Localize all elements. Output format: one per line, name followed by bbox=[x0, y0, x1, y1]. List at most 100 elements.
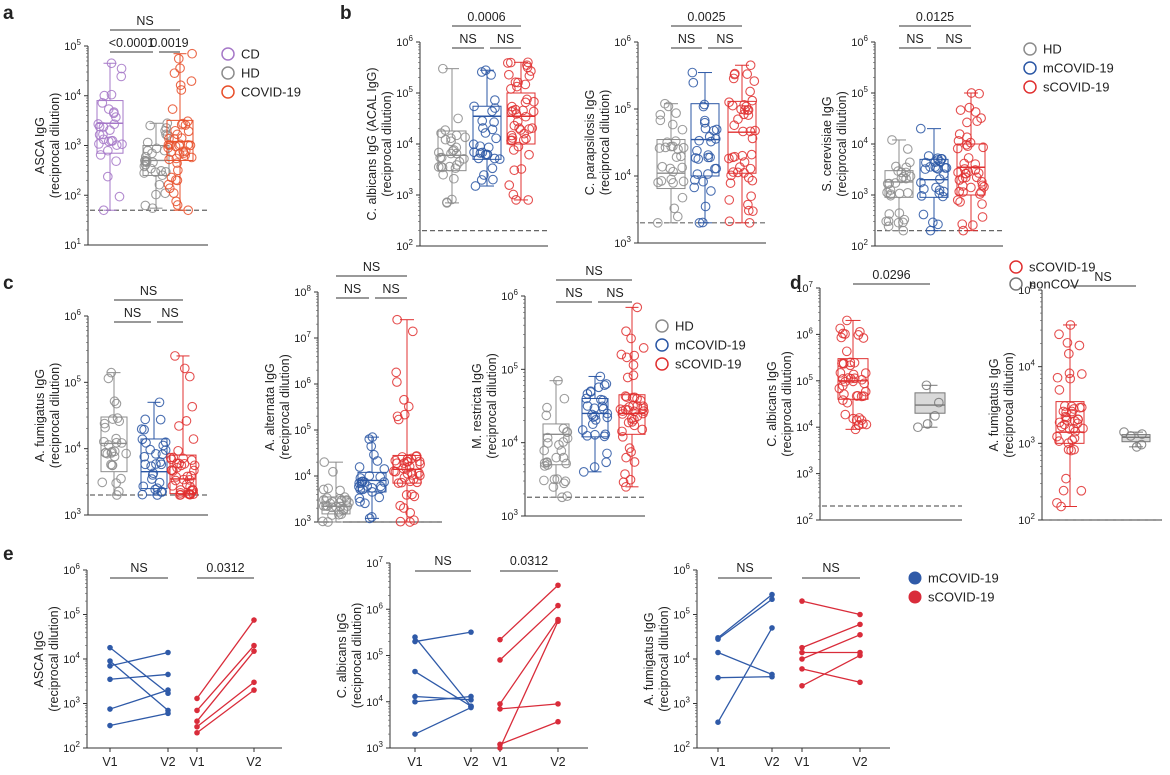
data-point bbox=[520, 79, 531, 90]
data-point bbox=[182, 471, 193, 482]
data-point bbox=[962, 132, 972, 143]
point-v2 bbox=[468, 629, 474, 635]
point-v1 bbox=[715, 719, 721, 725]
p-value-label: NS bbox=[459, 32, 476, 46]
p-value-label: 0.0019 bbox=[150, 36, 188, 50]
point-v2 bbox=[165, 671, 171, 678]
data-point bbox=[1131, 441, 1142, 452]
data-point bbox=[930, 410, 940, 421]
data-point bbox=[1076, 485, 1087, 496]
box-mCOVID-19 bbox=[136, 397, 171, 500]
point-v2 bbox=[251, 687, 257, 693]
data-point bbox=[173, 445, 183, 456]
p-value-label: NS bbox=[344, 282, 361, 296]
legend-swatch bbox=[1023, 80, 1037, 94]
data-point bbox=[729, 69, 740, 80]
data-point bbox=[482, 149, 492, 160]
data-point bbox=[913, 422, 923, 433]
legend-swatch bbox=[1009, 260, 1023, 274]
data-point bbox=[916, 177, 926, 188]
chart-b3: 102 103 104 105 106 S. cerevisiae IgG(recipro… bbox=[820, 10, 1003, 253]
y-tick-label: 103 bbox=[294, 514, 311, 529]
y-tick-label: 105 bbox=[501, 361, 518, 376]
data-point bbox=[521, 133, 531, 144]
p-value-label: NS bbox=[124, 306, 141, 320]
data-point bbox=[746, 191, 756, 202]
data-point bbox=[689, 182, 700, 193]
y-tick-label: 106 bbox=[796, 326, 813, 341]
data-point bbox=[748, 206, 758, 217]
data-point bbox=[364, 513, 375, 524]
data-point bbox=[453, 113, 463, 124]
data-point bbox=[503, 69, 514, 80]
data-point bbox=[407, 326, 418, 337]
data-point bbox=[150, 167, 161, 178]
data-point bbox=[1059, 401, 1070, 411]
p-value-label: 0.0125 bbox=[916, 10, 954, 24]
point-v1 bbox=[497, 657, 503, 663]
data-point bbox=[849, 373, 860, 384]
legend-label: sCOVID-19 bbox=[1029, 260, 1095, 275]
series-mCOVID-19 bbox=[412, 629, 474, 737]
y-tick-label: 102 bbox=[396, 238, 413, 253]
data-point bbox=[107, 414, 118, 424]
p-value-label: NS bbox=[906, 32, 923, 46]
p-value-label: NS bbox=[140, 284, 157, 298]
point-v2 bbox=[555, 701, 561, 707]
data-point bbox=[506, 135, 516, 146]
data-point bbox=[148, 468, 159, 479]
data-point bbox=[746, 149, 757, 160]
data-point bbox=[848, 369, 859, 380]
data-point bbox=[451, 130, 462, 141]
data-point bbox=[183, 205, 193, 216]
data-point bbox=[514, 123, 524, 134]
chart-e1: 102 103 104 105 106 ASCA IgG(reciprocal dilut… bbox=[32, 561, 282, 769]
data-point bbox=[447, 194, 457, 205]
data-point bbox=[414, 456, 425, 467]
data-point bbox=[151, 449, 161, 459]
data-point bbox=[106, 459, 116, 470]
data-point bbox=[460, 132, 471, 143]
data-point bbox=[541, 410, 552, 421]
data-point bbox=[745, 60, 756, 71]
data-point bbox=[657, 161, 668, 172]
point-v1 bbox=[412, 638, 418, 645]
p-value-label: NS bbox=[1094, 270, 1111, 284]
y-tick-label: 104 bbox=[64, 88, 81, 103]
data-point bbox=[172, 158, 182, 168]
data-point bbox=[99, 418, 110, 429]
data-point bbox=[376, 483, 387, 494]
p-value-label: 0.0296 bbox=[872, 268, 910, 282]
data-point bbox=[479, 170, 489, 180]
data-point bbox=[392, 314, 402, 325]
y-axis-label: C. albicans IgG(reciprocal dilution) bbox=[765, 351, 794, 457]
data-point bbox=[97, 477, 108, 488]
data-point bbox=[522, 60, 532, 71]
data-point bbox=[734, 162, 745, 173]
data-point bbox=[1067, 406, 1077, 417]
pair-line bbox=[196, 645, 255, 711]
data-point bbox=[915, 123, 926, 134]
y-tick-label: 103 bbox=[851, 187, 868, 202]
data-point bbox=[440, 134, 451, 145]
y-tick-label: 106 bbox=[366, 601, 383, 616]
data-point bbox=[551, 452, 562, 463]
chart-e3: 102 103 104 105 106 A. fumigatus IgG(reciproc… bbox=[642, 561, 890, 769]
data-point bbox=[446, 136, 456, 147]
data-point bbox=[655, 115, 666, 126]
box-iqr bbox=[914, 392, 946, 414]
data-point bbox=[176, 119, 187, 130]
data-point bbox=[589, 462, 600, 472]
data-point bbox=[357, 484, 368, 495]
point-v2 bbox=[555, 602, 561, 609]
pair-line bbox=[109, 689, 169, 710]
point-v1 bbox=[497, 636, 503, 643]
data-point bbox=[724, 216, 735, 227]
p-value-label: NS bbox=[136, 14, 153, 28]
data-point bbox=[437, 162, 448, 173]
y-tick-label: 102 bbox=[1018, 512, 1035, 527]
data-point bbox=[883, 221, 894, 232]
